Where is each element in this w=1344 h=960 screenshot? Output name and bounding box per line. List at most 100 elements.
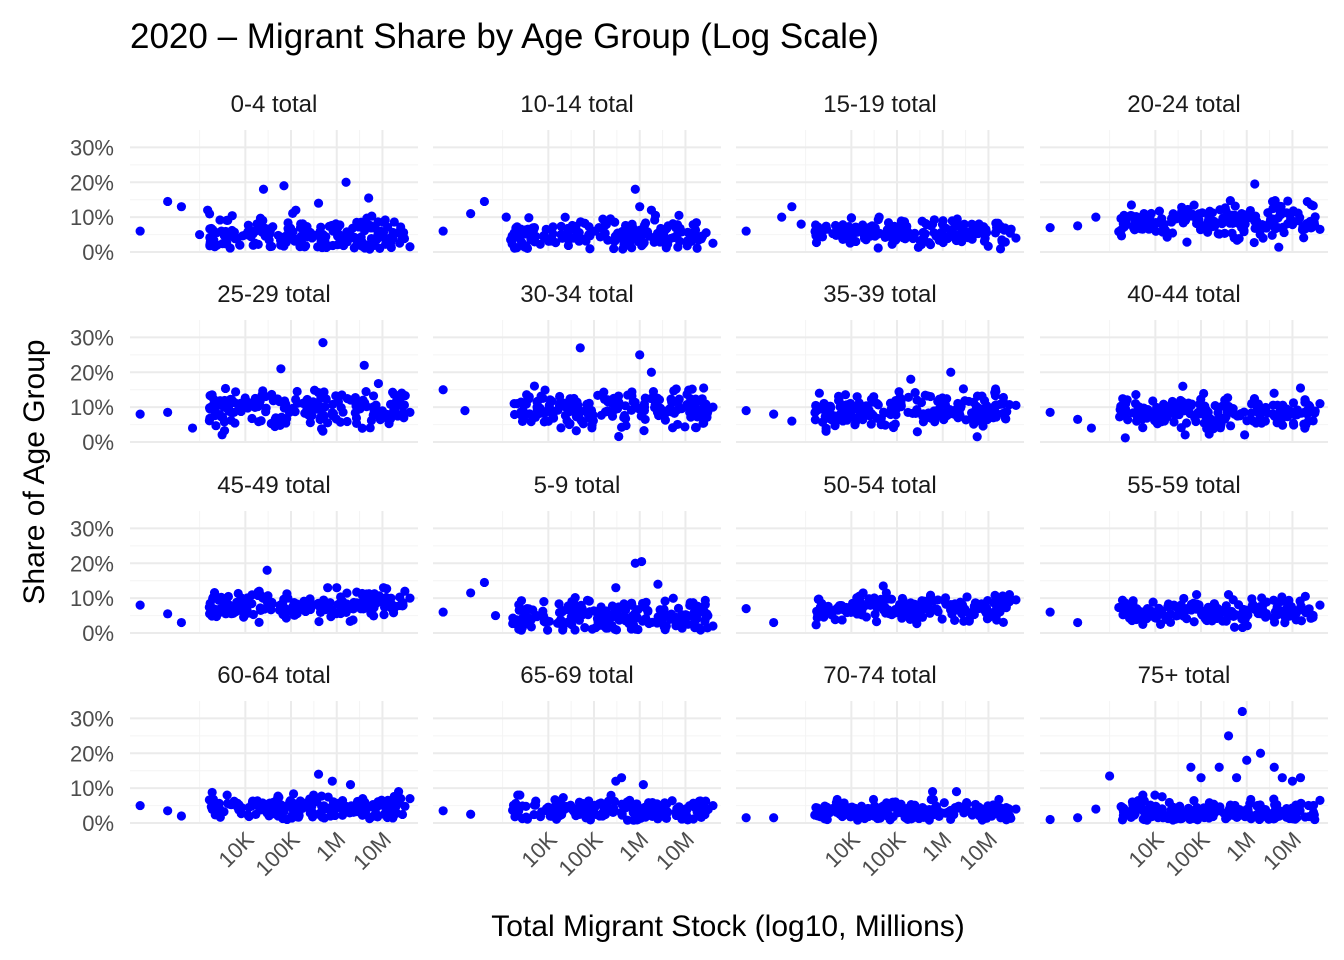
data-point [405, 794, 415, 804]
data-point [1256, 409, 1266, 419]
data-point [1289, 420, 1299, 430]
data-point [1091, 212, 1101, 222]
data-point [1144, 804, 1154, 814]
data-point [878, 601, 888, 611]
data-point [1178, 381, 1188, 391]
x-tick-label: 10M [348, 827, 396, 875]
data-point [831, 413, 841, 423]
data-point [1151, 226, 1161, 236]
data-point [611, 583, 621, 593]
data-point [970, 598, 981, 608]
y-tick-label: 20% [70, 741, 114, 766]
data-point [650, 403, 660, 413]
data-point [230, 798, 241, 808]
data-point [700, 599, 710, 610]
data-point [577, 610, 588, 620]
data-point [1249, 237, 1259, 248]
x-tick-label: 1M [917, 827, 956, 866]
data-point [880, 420, 890, 430]
data-point [1299, 233, 1309, 243]
data-point [917, 410, 927, 420]
data-point [680, 422, 690, 432]
data-point [354, 222, 364, 232]
facet-panel: 50-54 total [736, 472, 1024, 634]
data-point [301, 600, 311, 610]
data-point [567, 596, 577, 607]
facet-panel: 25-29 total 0% 10% 20% 30% [70, 281, 418, 455]
data-point [674, 394, 684, 404]
data-point [273, 230, 283, 241]
data-point [952, 221, 963, 231]
data-point [839, 229, 849, 239]
data-point [643, 606, 653, 617]
data-point [565, 394, 575, 404]
data-point [523, 224, 533, 234]
data-point [262, 808, 272, 818]
data-point [222, 215, 232, 225]
data-point [315, 226, 325, 236]
data-point [832, 794, 842, 805]
data-point [1214, 762, 1224, 772]
y-tick-label: 30% [70, 706, 114, 731]
data-point [320, 605, 331, 615]
data-point [934, 404, 944, 414]
data-point [692, 243, 702, 253]
data-point [348, 603, 358, 614]
data-point [635, 350, 645, 360]
data-point [1105, 771, 1115, 781]
x-tick-label: 100K [251, 827, 305, 881]
data-point [1261, 597, 1272, 607]
data-point [323, 583, 333, 593]
data-point [522, 243, 533, 254]
data-point [524, 213, 534, 223]
data-point [281, 237, 291, 248]
data-point [982, 401, 992, 411]
data-point [1239, 225, 1249, 236]
data-point [956, 608, 967, 618]
data-point [838, 416, 848, 426]
data-point [378, 583, 389, 593]
facet-panel: 45-49 total 0% 10% 20% 30% [70, 472, 418, 646]
data-point [379, 602, 390, 612]
data-point [135, 800, 145, 811]
data-point [620, 401, 630, 411]
data-point [637, 556, 647, 567]
data-point [1204, 213, 1214, 223]
facet-strip-label: 40-44 total [1127, 281, 1240, 308]
data-point [647, 617, 657, 627]
facet-strip-label: 70-74 total [823, 662, 936, 689]
data-point [625, 795, 635, 805]
data-point [585, 244, 595, 254]
data-point [266, 605, 276, 615]
data-point [373, 378, 384, 389]
data-point [601, 219, 611, 230]
y-tick-label: 0% [82, 811, 114, 836]
data-point [405, 242, 415, 252]
data-point [546, 811, 556, 821]
data-point [958, 384, 969, 394]
data-point [1073, 813, 1083, 823]
data-point [839, 400, 849, 411]
data-point [1120, 433, 1130, 443]
data-point [575, 801, 585, 811]
data-point [919, 812, 929, 823]
data-point [554, 804, 565, 814]
data-point [819, 813, 829, 823]
data-point [626, 598, 637, 608]
data-point [950, 615, 960, 625]
data-point [1186, 762, 1196, 772]
data-point [978, 222, 989, 232]
data-point [248, 240, 258, 250]
data-point [833, 391, 844, 401]
y-tick-label: 10% [70, 205, 114, 230]
data-point [769, 813, 779, 823]
data-point [691, 218, 702, 228]
data-point [400, 801, 410, 811]
data-point [611, 625, 622, 635]
data-point [209, 604, 220, 614]
data-point [1253, 399, 1264, 409]
data-point [211, 421, 221, 431]
data-point [692, 601, 703, 611]
data-point [1291, 614, 1301, 624]
